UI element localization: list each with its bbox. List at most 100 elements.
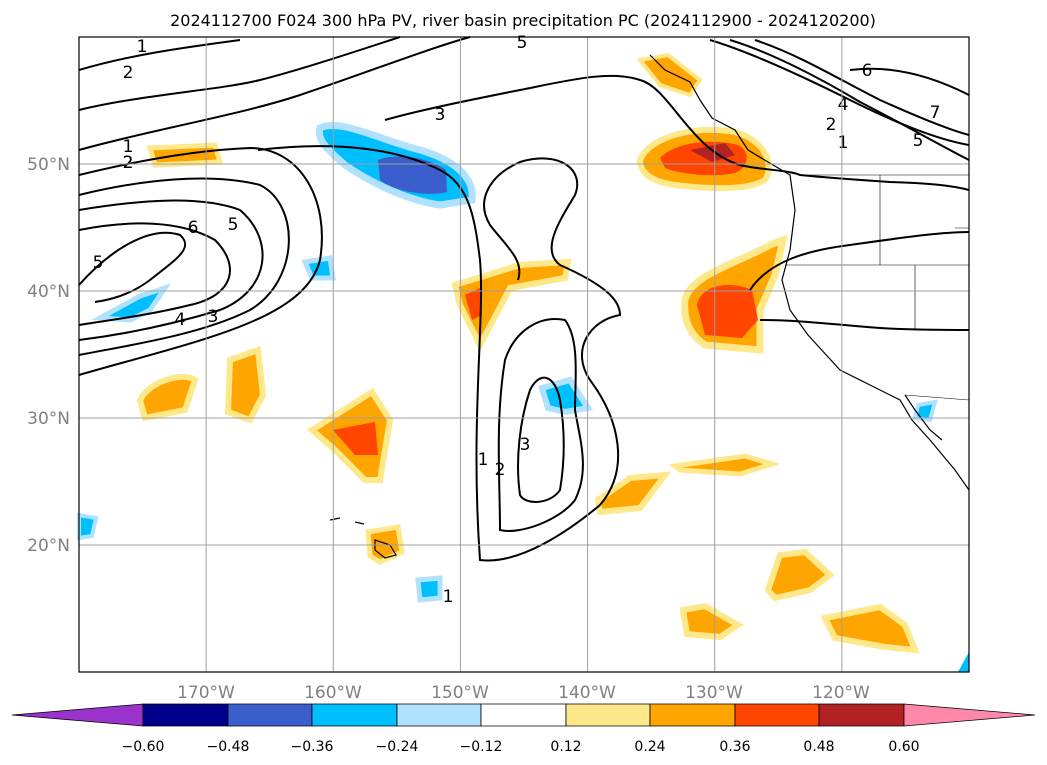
- contour-label: 7: [930, 103, 941, 123]
- shade-positive-west-a: [136, 373, 199, 422]
- coastline-north-america: [649, 54, 970, 491]
- pv-contour-4: [78, 199, 264, 341]
- border-us-states: [785, 175, 969, 331]
- colorbar-cell: [734, 703, 820, 727]
- colorbar-cell: [396, 703, 482, 727]
- contour-label: 3: [208, 307, 219, 327]
- border-us-mexico: [904, 394, 970, 401]
- colorbar-cell: [818, 703, 905, 727]
- contour-label: 1: [838, 133, 849, 153]
- colorbar-cell: [649, 703, 736, 727]
- lat-tick-labels: 20°N 30°N 40°N 50°N: [27, 155, 70, 556]
- shade-positive-alaska: [636, 52, 703, 98]
- pv-contour-10: [257, 145, 622, 562]
- shade-positive-subtropic-e: [679, 602, 744, 641]
- pv-contour-6: [78, 231, 187, 303]
- lon-tick-label: 140°W: [558, 683, 616, 703]
- pv-contour-2: [78, 146, 323, 376]
- colorbar-tick-label: 0.48: [803, 739, 834, 755]
- pv-contour-7: [78, 36, 401, 111]
- colorbar-tick-label: −0.24: [376, 739, 419, 755]
- lon-tick-label: 130°W: [685, 683, 743, 703]
- lat-tick-label: 20°N: [27, 536, 70, 556]
- colorbar-tick-label: 0.24: [634, 739, 665, 755]
- pv-contour-16: [729, 39, 970, 161]
- pv-contour-3: [78, 177, 290, 356]
- colorbar-tick-label: 0.60: [888, 739, 919, 755]
- contour-label: 5: [913, 131, 924, 151]
- colorbar-tick-label: 0.36: [719, 739, 750, 755]
- colorbar-tick-label: −0.12: [460, 739, 503, 755]
- pv-contour-1: [78, 36, 471, 151]
- shade-negative-baja: [912, 399, 938, 423]
- pv-contour-8: [78, 39, 241, 71]
- contour-label: 6: [862, 61, 873, 81]
- colorbar-tick-label: −0.36: [291, 739, 334, 755]
- shade-positive-subtropic-d: [820, 603, 920, 654]
- contour-label: 2: [123, 153, 134, 173]
- map-frame: [78, 36, 970, 673]
- map-panel: 1 2 5 6 2 3 1 2 6 5 4 3 5 4 2 1 5 7 1 2 …: [77, 33, 970, 673]
- pv-contour-14: [749, 231, 970, 291]
- shade-positive-central-a-core: [465, 288, 482, 320]
- shade-positive-subtropic-b: [668, 453, 781, 477]
- lat-tick-label: 40°N: [27, 282, 70, 302]
- pv-contours: [78, 36, 970, 562]
- coastline-hawaii: [329, 517, 397, 559]
- lat-tick-label: 50°N: [27, 155, 70, 175]
- shade-positive-subtropic-a: [594, 471, 672, 516]
- colorbar-cell: [480, 703, 567, 727]
- shade-positive-central-a: [451, 258, 572, 352]
- colorbar-tick-label: 0.12: [550, 739, 581, 755]
- colorbar-tick-label: −0.48: [207, 739, 250, 755]
- contour-label: 1: [443, 587, 454, 607]
- contour-label: 6: [188, 218, 199, 238]
- contour-label: 1: [137, 37, 148, 57]
- contour-label: 2: [495, 460, 506, 480]
- colorbar-tick-labels: −0.60 −0.48 −0.36 −0.24 −0.12 0.12 0.24 …: [122, 739, 920, 755]
- pv-contour-9: [384, 74, 970, 191]
- contour-label: 1: [478, 450, 489, 470]
- shade-positive-central-b-core: [333, 422, 378, 455]
- contour-label: 4: [175, 310, 186, 330]
- shade-negative-west: [91, 283, 172, 323]
- shade-positive-subtropic-c: [764, 548, 835, 602]
- shade-negative-central: [538, 376, 593, 416]
- map-title: 2024112700 F024 300 hPa PV, river basin …: [170, 11, 876, 30]
- precip-shading: [77, 52, 969, 672]
- lon-tick-label: 120°W: [812, 683, 870, 703]
- coastline-baja: [904, 394, 943, 441]
- contour-label: 5: [228, 215, 239, 235]
- colorbar-cell: [227, 703, 313, 727]
- contour-labels: 1 2 5 6 2 3 1 2 6 5 4 3 5 4 2 1 5 7 1 2 …: [93, 33, 941, 607]
- lon-tick-label: 150°W: [431, 683, 489, 703]
- shade-positive-west-b: [224, 345, 267, 424]
- pv-contour-12: [517, 376, 565, 503]
- colorbar-extend-max: [903, 703, 1036, 727]
- contour-label: 3: [435, 105, 446, 125]
- borders: [785, 174, 970, 401]
- pv-contour-18: [849, 67, 970, 96]
- colorbar-tick-label: −0.60: [122, 739, 165, 755]
- lon-tick-label: 170°W: [177, 683, 235, 703]
- contour-label: 5: [517, 33, 528, 53]
- pv-contour-11: [497, 318, 584, 532]
- contour-label: 4: [838, 95, 849, 115]
- colorbar-cell: [142, 703, 229, 727]
- contour-label: 2: [123, 153, 134, 173]
- colorbar-cell: [565, 703, 651, 727]
- lon-tick-label: 160°W: [304, 683, 362, 703]
- colorbar-extend-min: [11, 703, 144, 727]
- coastlines: [329, 54, 970, 559]
- shade-positive-california-core: [697, 285, 758, 338]
- shade-negative-left-edge: [77, 512, 99, 541]
- pv-contour-5: [78, 222, 231, 326]
- contour-label: 2: [123, 63, 134, 83]
- contour-label: 2: [826, 115, 837, 135]
- pv-contour-17: [754, 39, 970, 136]
- colorbar-cells: [11, 703, 1036, 727]
- contour-label: 1: [123, 137, 134, 157]
- shade-negative-south-a: [415, 575, 443, 603]
- colorbar-cell: [311, 703, 398, 727]
